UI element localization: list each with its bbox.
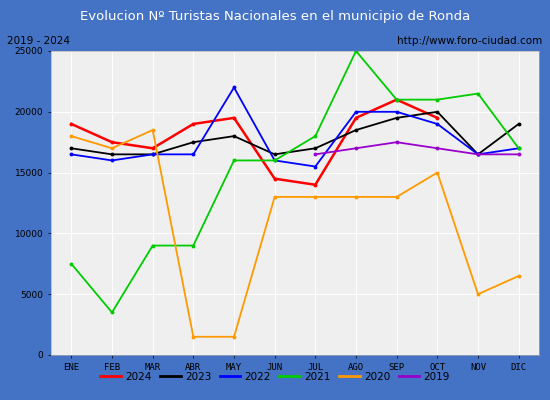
Text: http://www.foro-ciudad.com: http://www.foro-ciudad.com xyxy=(398,36,543,46)
Legend: 2024, 2023, 2022, 2021, 2020, 2019: 2024, 2023, 2022, 2021, 2020, 2019 xyxy=(96,368,454,386)
Text: Evolucion Nº Turistas Nacionales en el municipio de Ronda: Evolucion Nº Turistas Nacionales en el m… xyxy=(80,10,470,24)
Text: 2019 - 2024: 2019 - 2024 xyxy=(7,36,70,46)
